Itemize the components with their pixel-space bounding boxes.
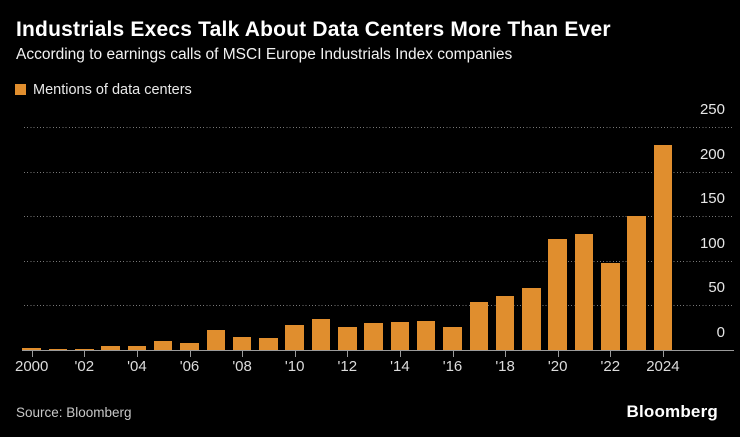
x-tick-2018 <box>505 351 507 357</box>
bar-2000 <box>22 348 41 350</box>
bar-2016 <box>443 326 462 350</box>
x-tick-2002 <box>84 351 86 357</box>
x-tick-2008 <box>242 351 244 357</box>
bloomberg-logo: Bloomberg <box>626 402 718 421</box>
bar-2020 <box>548 238 567 350</box>
bar-2017 <box>469 301 489 350</box>
x-axis-label-2016: '16 <box>442 358 463 375</box>
bar-2010 <box>285 325 304 350</box>
x-axis-label-2010: '10 <box>284 358 305 375</box>
y-axis-label-50: 50 <box>708 279 725 297</box>
bar-2012 <box>338 326 357 350</box>
x-axis-line <box>22 350 734 351</box>
gridline-150 <box>24 216 734 218</box>
bar-2005 <box>153 341 173 350</box>
gridline-100 <box>24 260 734 262</box>
x-axis-label-2024: 2024 <box>646 358 680 375</box>
x-axis-label-2000: 2000 <box>15 358 49 375</box>
legend: Mentions of data centers <box>15 81 192 98</box>
x-axis-label-2012: '12 <box>337 358 358 375</box>
y-axis-label-100: 100 <box>699 234 725 252</box>
bar-2021 <box>574 234 594 350</box>
x-axis-label-2004: '04 <box>127 358 147 375</box>
bar-2011 <box>311 318 331 350</box>
bar-2018 <box>495 295 515 350</box>
bar-2002 <box>75 349 94 350</box>
y-axis-label-200: 200 <box>699 145 725 163</box>
x-axis-label-2022: '22 <box>600 358 621 375</box>
bar-2013 <box>364 323 383 350</box>
bar-2006 <box>180 342 199 350</box>
legend-swatch-icon <box>15 84 26 95</box>
x-axis-label-2020: '20 <box>547 358 568 375</box>
x-axis-label-2018: '18 <box>495 358 515 375</box>
x-axis-label-2014: '14 <box>390 358 410 375</box>
x-tick-2016 <box>452 351 454 357</box>
bar-2015 <box>416 320 436 350</box>
x-tick-2006 <box>189 351 191 357</box>
y-axis-label-150: 150 <box>699 190 725 208</box>
bar-2008 <box>232 336 252 350</box>
x-tick-2014 <box>399 351 401 357</box>
x-tick-2024 <box>662 351 664 357</box>
x-tick-2022 <box>610 351 612 357</box>
x-tick-2010 <box>294 351 296 357</box>
bar-2022 <box>601 263 620 350</box>
bar-2014 <box>390 322 410 350</box>
bar-2009 <box>259 337 278 350</box>
gridline-250 <box>24 127 734 128</box>
bar-2023 <box>627 216 646 350</box>
bar-2004 <box>127 345 147 350</box>
chart-title: Industrials Execs Talk About Data Center… <box>16 18 611 41</box>
y-axis-label-0: 0 <box>716 324 725 341</box>
bar-2024 <box>653 144 673 350</box>
gridline-200 <box>24 171 734 173</box>
gridline-50 <box>24 305 734 307</box>
bar-2007 <box>206 330 226 350</box>
source-note: Source: Bloomberg <box>16 405 132 420</box>
x-tick-2000 <box>31 351 33 357</box>
x-axis-label-2002: '02 <box>74 358 95 375</box>
x-tick-2004 <box>136 351 138 357</box>
y-axis-label-250: 250 <box>699 101 725 118</box>
x-axis-label-2006: '06 <box>179 358 200 375</box>
x-tick-2020 <box>557 351 559 357</box>
x-tick-2012 <box>347 351 349 357</box>
chart-subtitle: According to earnings calls of MSCI Euro… <box>16 46 513 63</box>
x-axis-label-2008: '08 <box>232 358 252 375</box>
bar-2003 <box>101 346 120 350</box>
bar-2001 <box>48 349 68 350</box>
legend-label: Mentions of data centers <box>33 81 192 98</box>
bar-2019 <box>522 288 541 350</box>
